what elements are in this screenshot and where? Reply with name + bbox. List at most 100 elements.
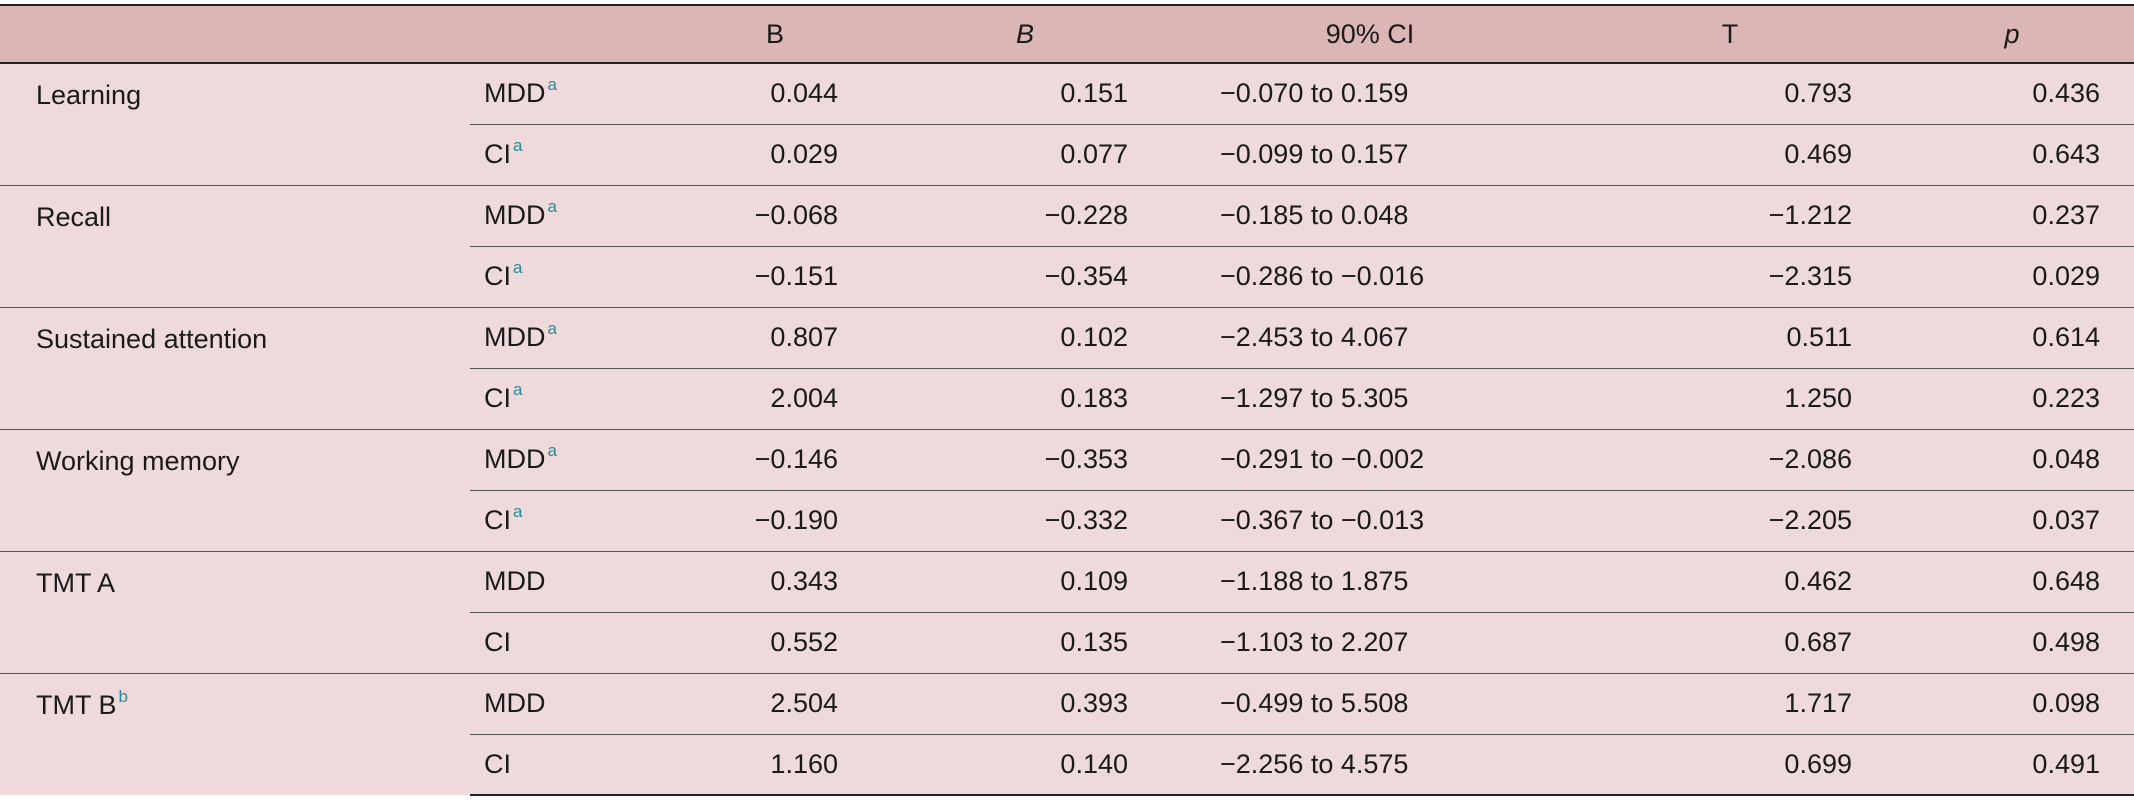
table-body: Learning MDD a 0.044 0.151 −0.070 to 0.159 0.7… bbox=[0, 62, 2134, 796]
subgroup-footnote-marker: a bbox=[513, 136, 523, 155]
subgroup-footnote-marker: a bbox=[547, 441, 557, 460]
cell-p: 0.237 bbox=[1890, 184, 2134, 246]
cell-ci: −0.185 to 0.048 bbox=[1170, 184, 1570, 246]
subgroup-cell: CI bbox=[470, 733, 670, 796]
subgroup-cell: CI a bbox=[470, 489, 670, 551]
cell-beta: −0.332 bbox=[880, 489, 1170, 551]
table-row: CI a −0.151 −0.354 −0.286 to −0.016 −2.315 0.0… bbox=[0, 245, 2134, 307]
cell-p: 0.614 bbox=[1890, 306, 2134, 368]
table-row: Recall MDD a −0.068 −0.228 −0.185 to 0.048 −1.… bbox=[0, 184, 2134, 307]
cell-t: 0.793 bbox=[1570, 62, 1890, 124]
cell-b: −0.068 bbox=[670, 184, 880, 246]
cell-t: 0.462 bbox=[1570, 550, 1890, 612]
header-group bbox=[0, 4, 470, 64]
cell-b: 0.029 bbox=[670, 123, 880, 185]
subgroup-cell: MDD a bbox=[470, 428, 670, 490]
table-row: TMT A MDD 0.343 0.109 −1.188 to 1.875 0.462 0.… bbox=[0, 550, 2134, 673]
cell-t: −2.315 bbox=[1570, 245, 1890, 307]
cell-b: 0.807 bbox=[670, 306, 880, 368]
table-row: Working memory MDD a −0.146 −0.353 −0.291 to … bbox=[0, 428, 2134, 551]
subgroup-label: CI bbox=[484, 505, 511, 535]
subgroup-label: MDD bbox=[484, 688, 546, 718]
header-subgroup bbox=[470, 4, 670, 64]
header-ci: 90% CI bbox=[1170, 4, 1570, 64]
cell-b: 1.160 bbox=[670, 733, 880, 796]
subgroup-label: MDD bbox=[484, 322, 546, 352]
cell-t: 1.250 bbox=[1570, 367, 1890, 429]
cell-b: 0.044 bbox=[670, 62, 880, 124]
cell-t: 0.511 bbox=[1570, 306, 1890, 368]
cell-b: 2.504 bbox=[670, 672, 880, 734]
table-row: CI 1.160 0.140 −2.256 to 4.575 0.699 0.491 bbox=[0, 733, 2134, 796]
cell-beta: 0.135 bbox=[880, 611, 1170, 673]
subgroup-cell: CI a bbox=[470, 367, 670, 429]
cell-p: 0.436 bbox=[1890, 62, 2134, 124]
cell-b: −0.151 bbox=[670, 245, 880, 307]
group-footnote-marker: b bbox=[118, 686, 128, 706]
subgroup-footnote-marker: a bbox=[547, 75, 557, 95]
table-row: CI a 0.029 0.077 −0.099 to 0.157 0.469 0.643 bbox=[0, 123, 2134, 185]
cell-p: 0.048 bbox=[1890, 428, 2134, 490]
table-row: Sustained attention MDD a 0.807 0.102 −2.453 … bbox=[0, 306, 2134, 429]
cell-beta: 0.151 bbox=[880, 62, 1170, 124]
cell-ci: −1.297 to 5.305 bbox=[1170, 367, 1570, 429]
subgroup-label: MDD bbox=[484, 566, 546, 596]
cell-ci: −1.103 to 2.207 bbox=[1170, 611, 1570, 673]
subgroup-cell: MDD a bbox=[470, 306, 670, 368]
table-header: B B 90% CI T p bbox=[0, 4, 2134, 64]
subgroup-label: CI bbox=[484, 261, 511, 291]
cell-beta: 0.077 bbox=[880, 123, 1170, 185]
table-row: CI 0.552 0.135 −1.103 to 2.207 0.687 0.498 bbox=[0, 611, 2134, 673]
subgroup-cell: MDD a bbox=[470, 184, 670, 246]
cell-ci: −0.291 to −0.002 bbox=[1170, 428, 1570, 490]
group-label-cell: Sustained attention bbox=[0, 306, 470, 429]
cell-p: 0.648 bbox=[1890, 550, 2134, 612]
cell-p: 0.037 bbox=[1890, 489, 2134, 551]
cell-ci: −2.256 to 4.575 bbox=[1170, 733, 1570, 796]
subgroup-footnote-marker: a bbox=[547, 319, 557, 338]
group-label-cell: TMT A bbox=[0, 550, 470, 673]
cell-ci: −0.286 to −0.016 bbox=[1170, 245, 1570, 307]
cell-p: 0.029 bbox=[1890, 245, 2134, 307]
header-row: B B 90% CI T p bbox=[0, 4, 2134, 64]
group-label: Learning bbox=[36, 80, 142, 110]
subgroup-label: MDD bbox=[484, 200, 546, 230]
subgroup-footnote-marker: a bbox=[513, 380, 523, 399]
cell-t: 0.699 bbox=[1570, 733, 1890, 796]
cell-t: 1.717 bbox=[1570, 672, 1890, 734]
group-label: TMT A bbox=[36, 567, 116, 598]
cell-p: 0.643 bbox=[1890, 123, 2134, 185]
cell-beta: −0.354 bbox=[880, 245, 1170, 307]
cell-p: 0.223 bbox=[1890, 367, 2134, 429]
subgroup-label: CI bbox=[484, 627, 511, 657]
subgroup-cell: MDD bbox=[470, 550, 670, 612]
subgroup-cell: CI a bbox=[470, 245, 670, 307]
table-row: CI a 2.004 0.183 −1.297 to 5.305 1.250 0.223 bbox=[0, 367, 2134, 429]
cell-ci: −0.099 to 0.157 bbox=[1170, 123, 1570, 185]
subgroup-footnote-marker: a bbox=[513, 502, 523, 521]
cell-ci: −1.188 to 1.875 bbox=[1170, 550, 1570, 612]
cell-beta: 0.393 bbox=[880, 672, 1170, 734]
subgroup-label: CI bbox=[484, 383, 511, 413]
table-row: CI a −0.190 −0.332 −0.367 to −0.013 −2.205 0.0… bbox=[0, 489, 2134, 551]
subgroup-cell: CI a bbox=[470, 123, 670, 185]
group-label-cell: Working memory bbox=[0, 428, 470, 551]
regression-table: B B 90% CI T p Learning MDD a 0.044 0.151 −0.… bbox=[0, 4, 2134, 796]
cell-beta: 0.102 bbox=[880, 306, 1170, 368]
cell-ci: −0.499 to 5.508 bbox=[1170, 672, 1570, 734]
cell-p: 0.498 bbox=[1890, 611, 2134, 673]
header-t: T bbox=[1570, 4, 1890, 64]
cell-ci: −2.453 to 4.067 bbox=[1170, 306, 1570, 368]
subgroup-footnote-marker: a bbox=[547, 197, 557, 216]
subgroup-cell: MDD a bbox=[470, 62, 670, 124]
table-row: Learning MDD a 0.044 0.151 −0.070 to 0.159 0.7… bbox=[0, 62, 2134, 185]
cell-t: 0.469 bbox=[1570, 123, 1890, 185]
cell-b: −0.190 bbox=[670, 489, 880, 551]
cell-beta: −0.228 bbox=[880, 184, 1170, 246]
subgroup-cell: CI bbox=[470, 611, 670, 673]
subgroup-label: CI bbox=[484, 139, 511, 169]
cell-beta: −0.353 bbox=[880, 428, 1170, 490]
group-label: Recall bbox=[36, 201, 112, 232]
